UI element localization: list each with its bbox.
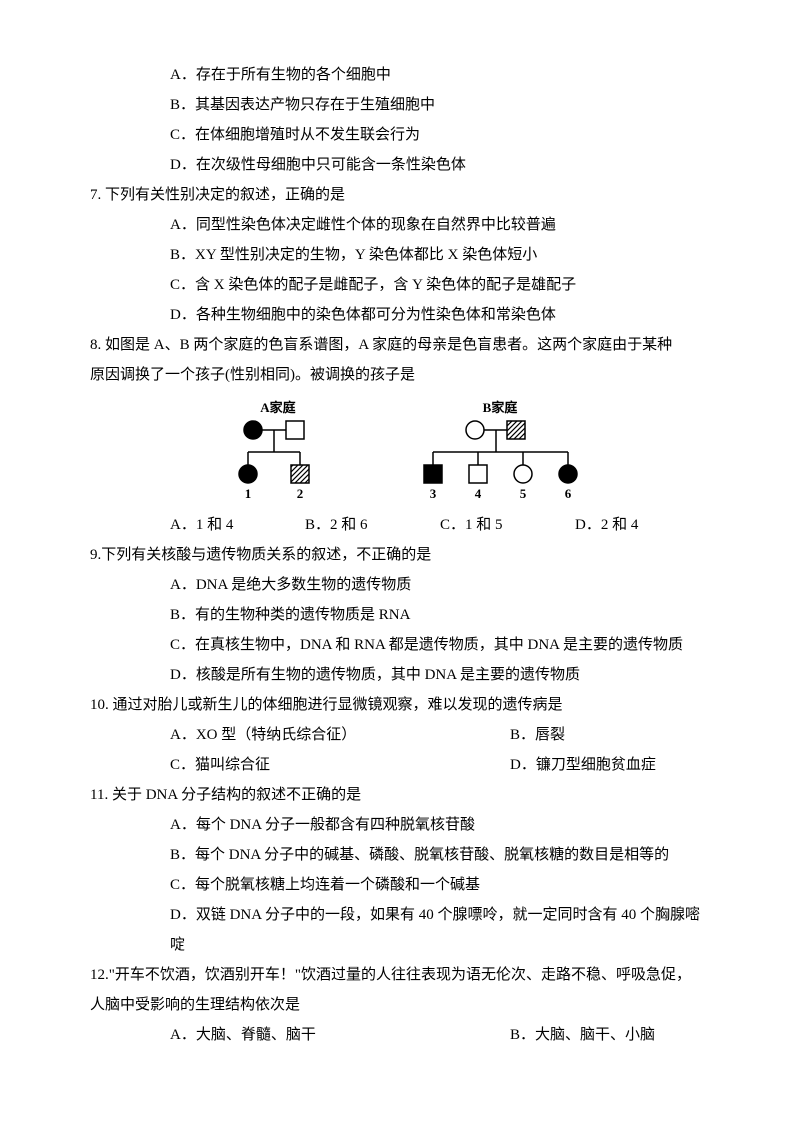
q12-option-b: B．大脑、脑干、小脑 (510, 1020, 710, 1050)
q8-option-a: A．1 和 4 (170, 510, 305, 540)
q10-option-d: D．镰刀型细胞贫血症 (510, 750, 710, 780)
pedigree-a-label: A家庭 (260, 400, 296, 415)
q7-stem: 7. 下列有关性别决定的叙述，正确的是 (90, 180, 710, 210)
q9-stem: 9.下列有关核酸与遗传物质关系的叙述，不正确的是 (90, 540, 710, 570)
q9-option-d: D．核酸是所有生物的遗传物质，其中 DNA 是主要的遗传物质 (90, 660, 710, 690)
pedigree-diagram: A家庭 1 2 B家庭 (90, 400, 710, 505)
q8-stem-line2: 原因调换了一个孩子(性别相同)。被调换的孩子是 (90, 360, 710, 390)
q10-option-b: B．唇裂 (510, 720, 710, 750)
q11-option-a: A．每个 DNA 分子一般都含有四种脱氧核苷酸 (90, 810, 710, 840)
q7-option-d: D．各种生物细胞中的染色体都可分为性染色体和常染色体 (90, 300, 710, 330)
q8-option-d: D．2 和 4 (575, 510, 710, 540)
svg-text:3: 3 (429, 486, 436, 501)
svg-text:6: 6 (564, 486, 571, 501)
q7-option-a: A．同型性染色体决定雌性个体的现象在自然界中比较普遍 (90, 210, 710, 240)
q10-stem: 10. 通过对胎儿或新生儿的体细胞进行显微镜观察，难以发现的遗传病是 (90, 690, 710, 720)
q10-option-c: C．猫叫综合征 (170, 750, 510, 780)
q9-option-b: B．有的生物种类的遗传物质是 RNA (90, 600, 710, 630)
q7-option-b: B．XY 型性别决定的生物，Y 染色体都比 X 染色体短小 (90, 240, 710, 270)
svg-text:5: 5 (519, 486, 526, 501)
q9-option-a: A．DNA 是绝大多数生物的遗传物质 (90, 570, 710, 600)
q6-option-d: D．在次级性母细胞中只可能含一条性染色体 (90, 150, 710, 180)
q11-stem: 11. 关于 DNA 分子结构的叙述不正确的是 (90, 780, 710, 810)
svg-text:2: 2 (296, 486, 303, 501)
q12-stem-line1: 12."开车不饮酒，饮酒别开车！"饮酒过量的人往往表现为语无伦次、走路不稳、呼吸… (90, 960, 710, 990)
q6-option-c: C．在体细胞增殖时从不发生联会行为 (90, 120, 710, 150)
q11-option-b: B．每个 DNA 分子中的碱基、磷酸、脱氧核苷酸、脱氧核糖的数目是相等的 (90, 840, 710, 870)
q11-option-d: D．双链 DNA 分子中的一段，如果有 40 个腺嘌呤，就一定同时含有 40 个… (90, 900, 710, 960)
q7-option-c: C．含 X 染色体的配子是雌配子，含 Y 染色体的配子是雄配子 (90, 270, 710, 300)
svg-text:1: 1 (244, 486, 251, 501)
q6-option-a: A．存在于所有生物的各个细胞中 (90, 60, 710, 90)
q8-stem-line1: 8. 如图是 A、B 两个家庭的色盲系谱图，A 家庭的母亲是色盲患者。这两个家庭… (90, 330, 710, 360)
pedigree-b-label: B家庭 (482, 400, 518, 415)
q12-stem-line2: 人脑中受影响的生理结构依次是 (90, 990, 710, 1020)
q9-option-c: C．在真核生物中，DNA 和 RNA 都是遗传物质，其中 DNA 是主要的遗传物… (90, 630, 710, 660)
svg-text:4: 4 (474, 486, 481, 501)
pedigree-family-b: B家庭 3 (408, 400, 593, 505)
q8-option-b: B．2 和 6 (305, 510, 440, 540)
q8-option-c: C．1 和 5 (440, 510, 575, 540)
q10-option-a: A．XO 型（特纳氏综合征） (170, 720, 510, 750)
q12-option-a: A．大脑、脊髓、脑干 (170, 1020, 510, 1050)
q6-option-b: B．其基因表达产物只存在于生殖细胞中 (90, 90, 710, 120)
q11-option-c: C．每个脱氧核糖上均连着一个磷酸和一个碱基 (90, 870, 710, 900)
pedigree-family-a: A家庭 1 2 (208, 400, 348, 505)
